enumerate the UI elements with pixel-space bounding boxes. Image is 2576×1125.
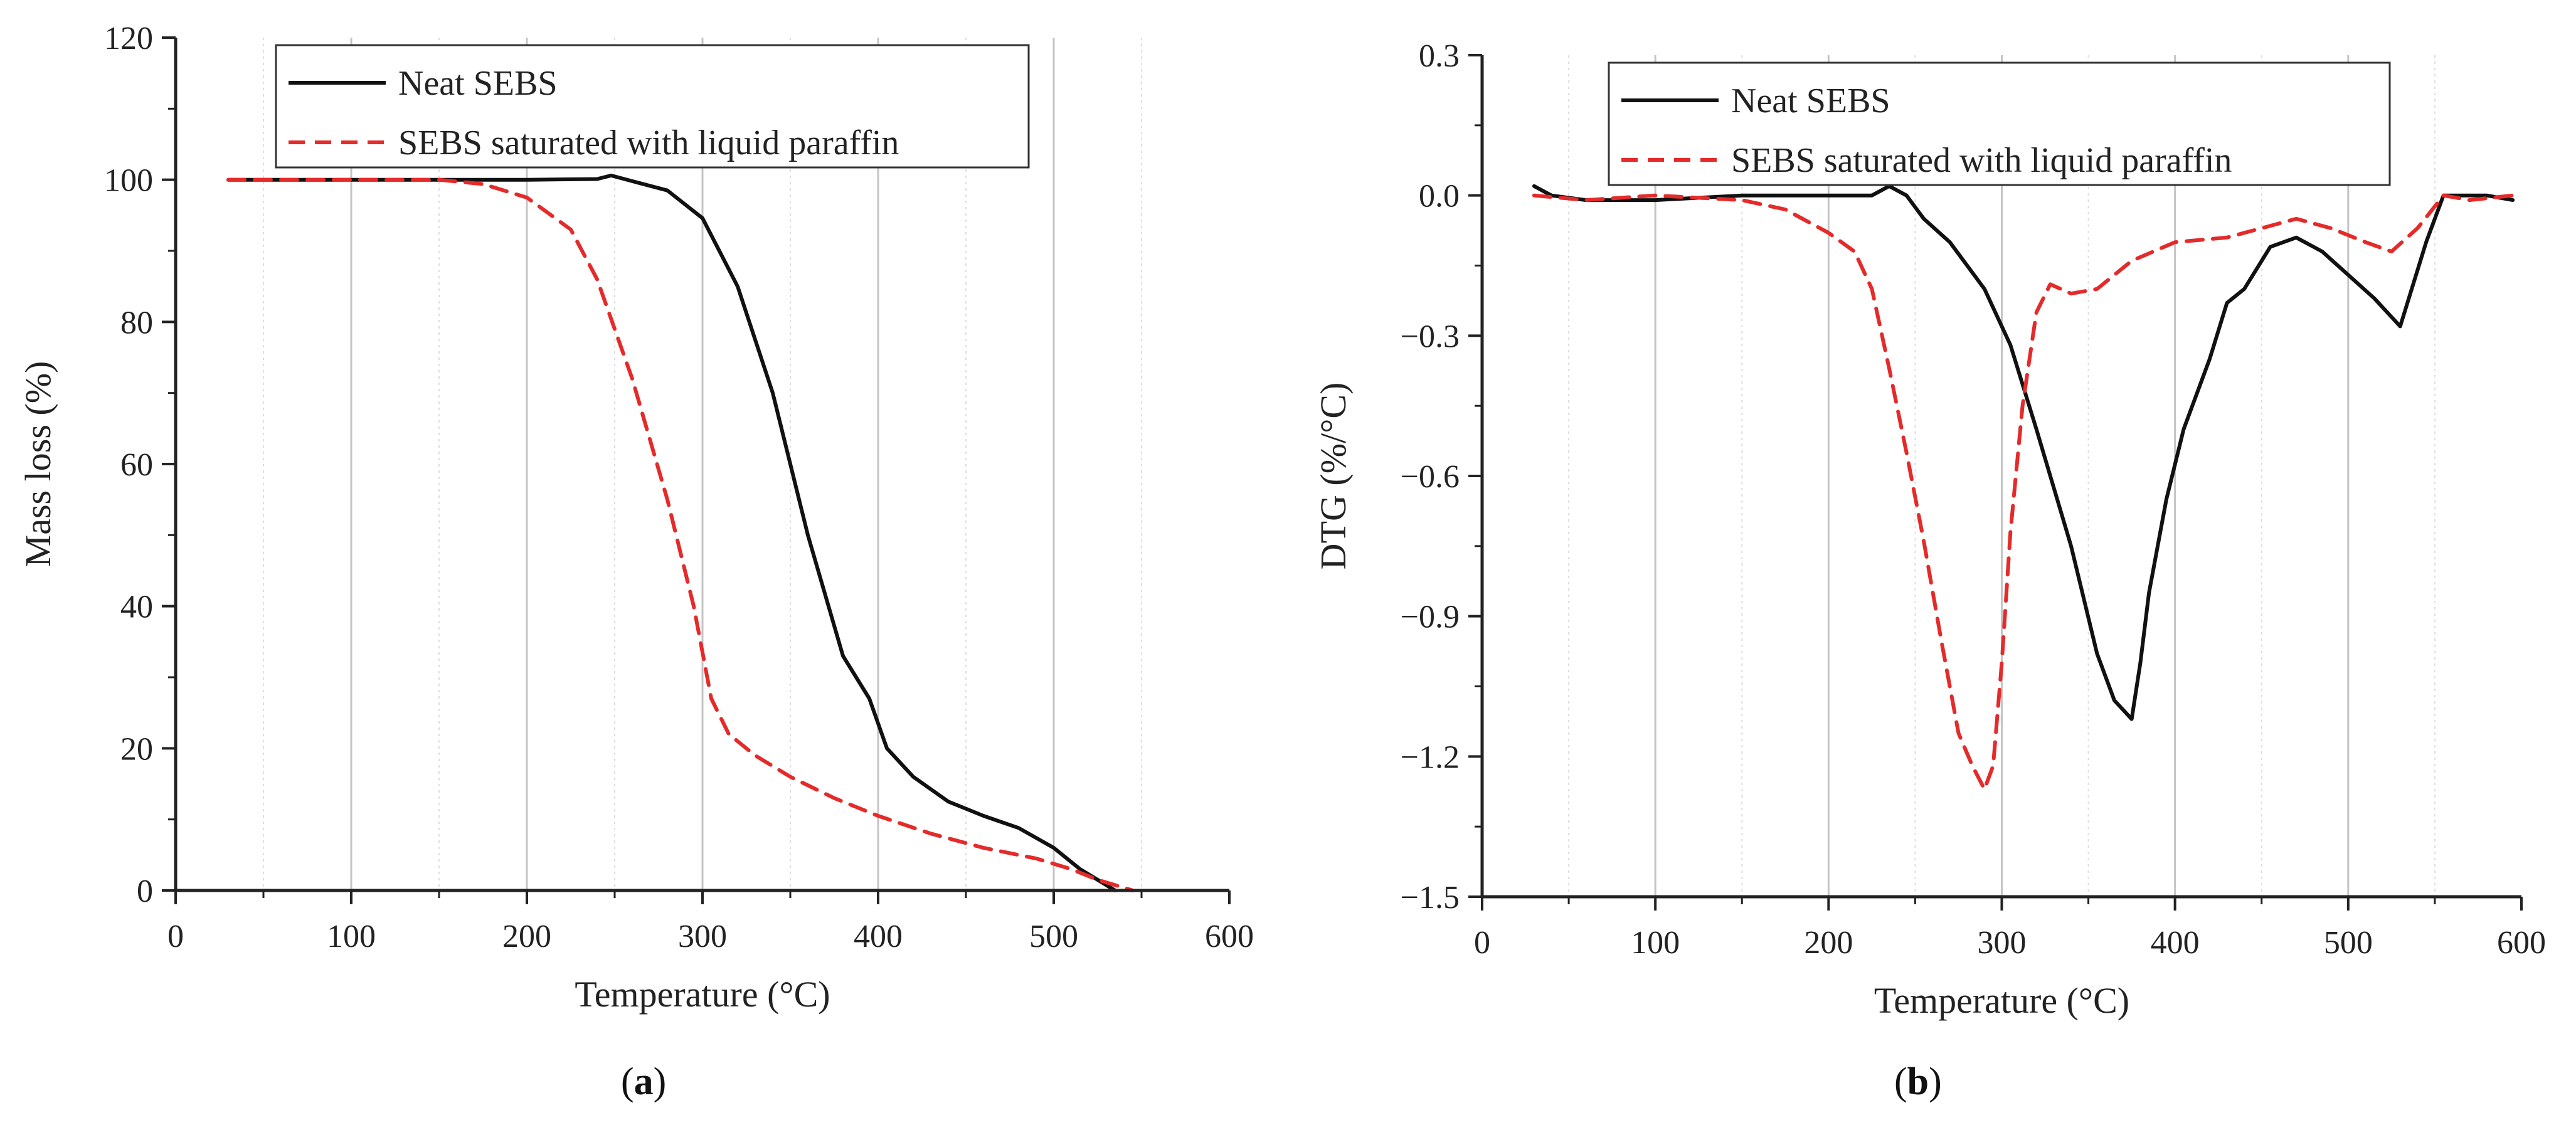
chart-b-y-tick-label: −1.2 — [1401, 739, 1460, 775]
chart-b-y-tick-label: −1.5 — [1401, 880, 1460, 916]
chart-b-x-axis-label: Temperature (°C) — [1874, 980, 2129, 1021]
chart-a-x-tick-label: 600 — [1205, 919, 1254, 954]
chart-b-y-tick-label: 0.0 — [1419, 179, 1460, 214]
panel-b: 0 100 200 300 400 500 600 −1.5 −1.2 −0.9 −0.6 −0.3 0… — [1292, 0, 2576, 1125]
chart-a-y-tick-label: 80 — [120, 305, 153, 341]
chart-a-x-tick-label: 300 — [678, 919, 727, 954]
chart-b-y-tick-label: −0.9 — [1401, 599, 1460, 635]
chart-a-y-tick-label: 60 — [120, 447, 153, 483]
chart-b-y-tick-label: −0.3 — [1401, 319, 1460, 354]
chart-a-legend-label-0: Neat SEBS — [398, 64, 558, 103]
panel-a: 0 100 200 300 400 500 600 0 20 40 60 80 100 120 Temper… — [0, 0, 1273, 1125]
chart-a-y-tick-label: 100 — [104, 163, 153, 199]
chart-b-y-tick-label: 0.3 — [1419, 38, 1460, 74]
chart-a: 0 100 200 300 400 500 600 0 20 40 60 80 100 120 Temper… — [18, 21, 1254, 1015]
chart-a-series-line-1 — [226, 177, 1135, 892]
chart-a-x-tick-label: 500 — [1029, 919, 1078, 954]
chart-b-x-tick-label: 500 — [2324, 925, 2373, 961]
chart-b-x-tick-label: 200 — [1804, 925, 1853, 961]
chart-a-y-tick-label: 120 — [104, 21, 153, 56]
chart-a-y-axis-label: Mass loss (%) — [18, 361, 58, 568]
chart-a-x-tick-label: 400 — [854, 919, 903, 954]
chart-b-legend-label-1: SEBS saturated with liquid paraffin — [1731, 141, 2232, 180]
chart-a-y-tick-label: 0 — [137, 874, 153, 909]
chart-b-x-tick-label: 600 — [2497, 925, 2546, 961]
panel-a-caption: (a) — [621, 1060, 667, 1103]
chart-b-series-line-0 — [1532, 184, 2515, 721]
chart-b-legend-label-0: Neat SEBS — [1731, 82, 1890, 120]
chart-b-x-tick-label: 0 — [1474, 925, 1490, 961]
chart-a-series-line-0 — [226, 173, 1117, 892]
chart-b-x-tick-label: 400 — [2151, 925, 2200, 961]
chart-b: 0 100 200 300 400 500 600 −1.5 −1.2 −0.9 −0.6 −0.3 0… — [1313, 38, 2546, 1021]
chart-a-legend-box — [275, 44, 1030, 169]
chart-b-series-line-1 — [1532, 193, 2515, 791]
chart-b-x-tick-label: 300 — [1978, 925, 2027, 961]
chart-a-x-tick-label: 0 — [167, 919, 184, 954]
chart-b-y-axis-label: DTG (%/°C) — [1313, 383, 1354, 570]
panel-b-caption: (b) — [1894, 1060, 1942, 1103]
chart-a-x-axis-label: Temperature (°C) — [575, 974, 830, 1015]
chart-b-legend-box — [1608, 61, 2391, 186]
chart-b-x-tick-label: 100 — [1631, 925, 1680, 961]
chart-a-y-tick-label: 20 — [120, 731, 153, 767]
chart-a-x-tick-label: 200 — [502, 919, 551, 954]
chart-a-x-tick-label: 100 — [327, 919, 376, 954]
chart-a-y-tick-label: 40 — [120, 589, 153, 625]
chart-a-legend-label-1: SEBS saturated with liquid paraffin — [398, 124, 899, 162]
chart-b-y-tick-label: −0.6 — [1401, 459, 1460, 495]
